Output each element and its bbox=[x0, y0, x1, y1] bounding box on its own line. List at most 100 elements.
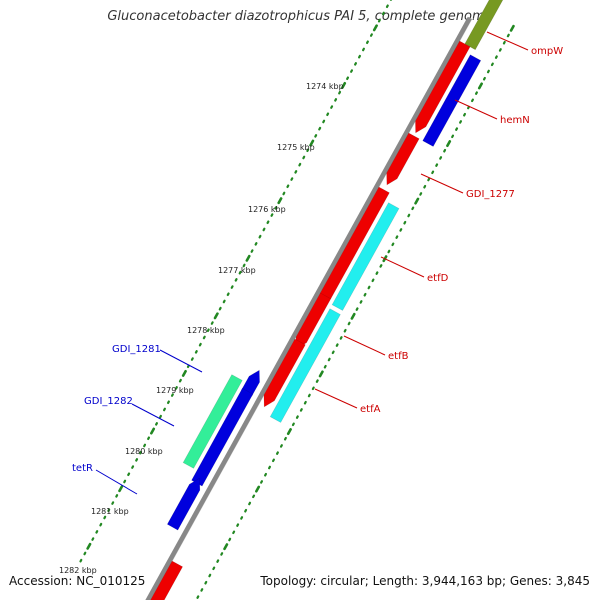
gene-label-GDI_1277[interactable]: GDI_1277 bbox=[466, 189, 515, 200]
gc-mark bbox=[323, 364, 327, 369]
gene-label-tetR[interactable]: tetR bbox=[72, 463, 93, 474]
gc-mark bbox=[307, 393, 311, 398]
gc-mark bbox=[271, 458, 275, 463]
gc-mark bbox=[228, 537, 232, 542]
gene-label-ompW[interactable]: ompW bbox=[531, 46, 563, 57]
gene-label-etfB[interactable]: etfB bbox=[388, 351, 409, 362]
gc-mark bbox=[212, 566, 216, 571]
gc-mark bbox=[350, 69, 354, 73]
gc-mark bbox=[414, 197, 420, 205]
gene-features bbox=[145, 0, 504, 600]
gene-GDI_1281[interactable] bbox=[240, 369, 260, 397]
gc-mark bbox=[206, 328, 210, 333]
gc-mark bbox=[369, 33, 373, 37]
gc-mark bbox=[266, 220, 270, 225]
kbp-scale: 1274 kbp 1275 kbp 1276 kbp 1277 kbp 1278… bbox=[59, 82, 344, 575]
gc-mark bbox=[371, 278, 375, 283]
gc-mark bbox=[208, 573, 212, 578]
gc-mark bbox=[222, 299, 226, 304]
leader-line bbox=[380, 256, 425, 278]
gene-label-hemN[interactable]: hemN bbox=[500, 115, 530, 126]
gc-mark bbox=[377, 18, 381, 23]
gc-mark bbox=[286, 184, 290, 189]
map-title: Gluconacetobacter diazotrophicus PAI 5, … bbox=[107, 9, 493, 24]
accession-text: Accession: NC_010125 bbox=[9, 574, 146, 588]
gc-mark bbox=[232, 530, 236, 535]
gene-etfD-partner[interactable] bbox=[331, 202, 400, 311]
topology-text: Topology: circular; Length: 3,944,163 bp… bbox=[260, 574, 590, 588]
gene-etfA-red[interactable] bbox=[263, 338, 306, 408]
gene-label-etfD[interactable]: etfD bbox=[427, 273, 449, 284]
gc-mark bbox=[455, 127, 459, 131]
gc-mark bbox=[131, 465, 135, 469]
gc-mark bbox=[204, 580, 208, 585]
gc-mark bbox=[254, 242, 258, 246]
tick-label: 1274 kbp bbox=[306, 82, 344, 91]
gc-mark bbox=[367, 285, 371, 290]
gc-mark bbox=[242, 263, 246, 268]
gc-mark bbox=[395, 235, 399, 239]
gc-mark bbox=[334, 98, 338, 102]
gc-mark bbox=[494, 55, 498, 59]
tick-label: 1276 kbp bbox=[248, 205, 286, 214]
gene-labels: ompW hemN GDI_1277 etfD etfB etfA GDI_12… bbox=[72, 46, 563, 474]
gc-mark bbox=[139, 450, 143, 455]
gc-mark bbox=[423, 184, 427, 189]
gene-GDI_1277[interactable] bbox=[386, 132, 420, 186]
gc-mark bbox=[286, 428, 292, 436]
gc-mark bbox=[200, 588, 204, 592]
gc-mark bbox=[355, 307, 359, 311]
gc-mark bbox=[159, 414, 162, 419]
gene-label-etfA[interactable]: etfA bbox=[360, 404, 381, 415]
gc-mark bbox=[282, 191, 286, 196]
gene-red-cds-1[interactable] bbox=[415, 40, 471, 134]
gc-mark bbox=[147, 436, 151, 441]
gc-mark bbox=[115, 494, 119, 498]
gc-mark bbox=[306, 148, 310, 153]
gc-mark bbox=[309, 139, 315, 147]
gc-mark bbox=[335, 343, 339, 347]
gene-GDI_1282-green[interactable] bbox=[182, 374, 243, 469]
gc-mark bbox=[411, 206, 415, 211]
gc-mark bbox=[190, 357, 194, 361]
gene-hemN[interactable] bbox=[422, 54, 482, 147]
gc-mark bbox=[439, 156, 443, 160]
leader-line bbox=[420, 173, 464, 194]
gc-mark bbox=[498, 48, 502, 52]
gc-mark bbox=[79, 558, 83, 563]
gene-label-GDI_1281[interactable]: GDI_1281 bbox=[112, 344, 161, 355]
gc-mark bbox=[509, 24, 515, 32]
gene-red-cds-bottom[interactable] bbox=[145, 560, 184, 600]
gc-mark bbox=[252, 494, 256, 499]
gc-mark bbox=[331, 350, 335, 355]
gc-mark bbox=[399, 228, 403, 232]
gc-mark bbox=[260, 480, 264, 484]
gc-mark bbox=[99, 522, 103, 527]
gc-mark bbox=[262, 227, 266, 232]
gc-mark bbox=[143, 443, 147, 448]
gc-mark bbox=[339, 336, 343, 340]
gc-mark bbox=[135, 458, 139, 462]
gc-mark bbox=[341, 81, 347, 89]
gc-mark bbox=[194, 350, 198, 354]
gc-mark bbox=[250, 249, 254, 253]
gc-mark bbox=[474, 91, 478, 95]
gene-tetR[interactable] bbox=[166, 477, 201, 531]
genome-backbone bbox=[145, 16, 473, 600]
gc-mark bbox=[363, 292, 367, 297]
gc-mark bbox=[178, 378, 182, 383]
gc-mark bbox=[236, 523, 240, 527]
gc-mark bbox=[270, 213, 274, 217]
gc-mark bbox=[238, 270, 242, 275]
gc-mark bbox=[322, 119, 326, 124]
gene-olive-feature[interactable] bbox=[464, 0, 504, 51]
gc-mark bbox=[385, 4, 389, 9]
gene-label-GDI_1282[interactable]: GDI_1282 bbox=[84, 396, 133, 407]
gc-mark bbox=[198, 342, 202, 347]
gene-GDI_1282[interactable] bbox=[191, 387, 254, 487]
gene-etfA[interactable] bbox=[269, 308, 341, 423]
gc-mark bbox=[186, 364, 190, 369]
gc-mark bbox=[166, 400, 170, 405]
